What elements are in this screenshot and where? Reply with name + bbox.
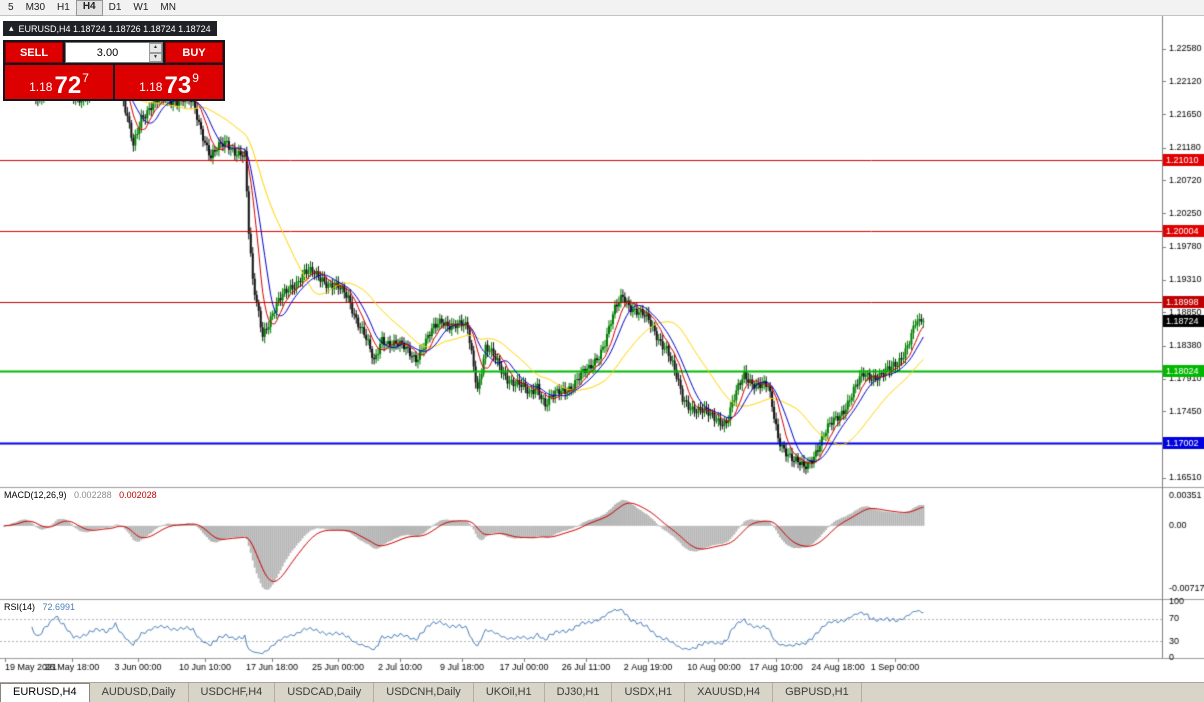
- buy-price-sup: 9: [192, 71, 199, 85]
- timeframe-w1[interactable]: W1: [133, 1, 149, 13]
- timeframe-h4[interactable]: H4: [75, 0, 103, 16]
- tab-eurusd-h4[interactable]: EURUSD,H4: [0, 683, 90, 702]
- chart-tab-bar: EURUSD,H4 AUDUSD,Daily USDCHF,H4 USDCAD,…: [0, 682, 1204, 702]
- timeframe-m5[interactable]: 5: [8, 1, 14, 13]
- macd-indicator-label: MACD(12,26,9) 0.002288 0.002028: [4, 490, 157, 500]
- collapse-one-click-icon[interactable]: ▴: [9, 23, 14, 33]
- tab-ukoil-h1[interactable]: UKOil,H1: [474, 683, 545, 702]
- timeframe-mn[interactable]: MN: [160, 1, 176, 13]
- tab-xauusd-h4[interactable]: XAUUSD,H4: [685, 683, 774, 702]
- tab-usdcnh-daily[interactable]: USDCNH,Daily: [374, 683, 474, 702]
- buy-price-big: 73: [164, 71, 192, 99]
- rsi-value: 72.6991: [42, 602, 76, 612]
- timeframe-d1[interactable]: D1: [108, 1, 122, 13]
- tab-usdx-h1[interactable]: USDX,H1: [612, 683, 686, 702]
- macd-signal-value: 0.002028: [119, 490, 157, 500]
- macd-name: MACD(12,26,9): [4, 490, 67, 500]
- sell-price-small: 1.18: [29, 80, 53, 94]
- buy-button[interactable]: BUY: [165, 42, 223, 63]
- sell-price-sup: 7: [82, 71, 89, 85]
- buy-price-small: 1.18: [139, 80, 163, 94]
- rsi-name: RSI(14): [4, 602, 36, 612]
- sell-quote-box[interactable]: 1.18 72 7: [5, 65, 113, 99]
- timeframe-m30[interactable]: M30: [25, 1, 46, 13]
- rsi-indicator-label: RSI(14) 72.6991: [4, 602, 75, 612]
- timeframe-h1[interactable]: H1: [57, 1, 70, 13]
- lot-decrease-icon[interactable]: ▼: [149, 52, 162, 62]
- macd-main-value: 0.002288: [74, 490, 112, 500]
- timeframe-toolbar: 5 M30 H1 H4 D1 W1 MN: [0, 0, 1204, 16]
- tab-dj30-h1[interactable]: DJ30,H1: [545, 683, 613, 702]
- chart-ohlc-header: ▴ EURUSD,H4 1.18724 1.18726 1.18724 1.18…: [3, 21, 217, 36]
- tab-usdcad-daily[interactable]: USDCAD,Daily: [275, 683, 375, 702]
- lot-size-field: ▲ ▼: [65, 42, 163, 63]
- tab-audusd-daily[interactable]: AUDUSD,Daily: [90, 683, 189, 702]
- ohlc-text: EURUSD,H4 1.18724 1.18726 1.18724 1.1872…: [18, 23, 211, 34]
- lot-increase-icon[interactable]: ▲: [149, 43, 162, 53]
- sell-price-big: 72: [54, 71, 82, 99]
- sell-button[interactable]: SELL: [5, 42, 63, 63]
- lot-size-input[interactable]: [66, 43, 149, 62]
- buy-quote-box[interactable]: 1.18 73 9: [115, 65, 223, 99]
- one-click-trading-panel: SELL ▲ ▼ BUY 1.18 72 7 1.18 73 9: [3, 40, 225, 101]
- tab-usdchf-h4[interactable]: USDCHF,H4: [189, 683, 276, 702]
- tab-gbpusd-h1[interactable]: GBPUSD,H1: [773, 683, 862, 702]
- lot-spinner: ▲ ▼: [149, 43, 162, 62]
